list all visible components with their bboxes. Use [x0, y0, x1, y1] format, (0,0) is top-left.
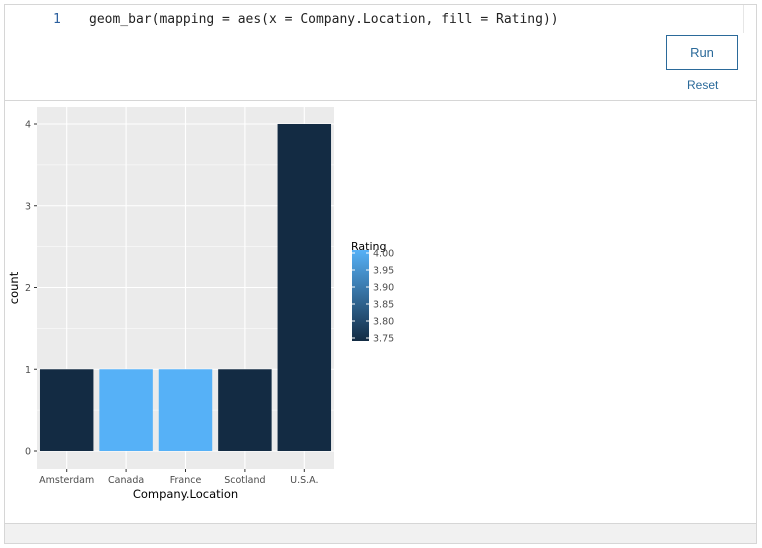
- x-tick-label: Canada: [108, 475, 144, 486]
- plot-output: 0 1 2 3 4 Amsterdam Canada France Scotland U.S.A…: [5, 101, 756, 525]
- code-line[interactable]: 1 geom_bar(mapping = aes(x = Company.Loc…: [5, 9, 745, 31]
- line-number: 1: [53, 12, 61, 27]
- bar-chart: 0 1 2 3 4 Amsterdam Canada France Scotland U.S.A…: [7, 107, 394, 501]
- legend: Rating 4.00 3.95 3.90 3.85 3.80 3.75: [351, 240, 394, 345]
- legend-colorbar: [352, 250, 369, 341]
- x-tick-label: Amsterdam: [39, 475, 94, 486]
- y-axis-label: count: [7, 271, 21, 304]
- x-tick-label: Scotland: [224, 475, 265, 486]
- bar-scotland: [218, 369, 272, 451]
- y-tick-label: 3: [25, 201, 31, 212]
- code-editor[interactable]: 1 geom_bar(mapping = aes(x = Company.Loc…: [5, 5, 756, 101]
- legend-tick-label: 3.75: [373, 334, 394, 345]
- exercise-frame: 1 geom_bar(mapping = aes(x = Company.Loc…: [4, 4, 757, 544]
- legend-tick-label: 3.90: [373, 283, 394, 294]
- legend-tick-label: 3.95: [373, 266, 394, 277]
- reset-link[interactable]: Reset: [687, 78, 719, 92]
- bar-u-s-a-: [277, 124, 332, 451]
- x-tick-label: U.S.A.: [290, 475, 318, 486]
- legend-tick-label: 4.00: [373, 249, 394, 260]
- run-button[interactable]: Run: [666, 35, 738, 70]
- y-tick-label: 0: [25, 447, 31, 458]
- y-tick-label: 2: [25, 283, 31, 294]
- legend-title: Rating: [351, 240, 386, 253]
- x-axis-label: Company.Location: [133, 487, 238, 501]
- legend-tick-label: 3.80: [373, 317, 394, 328]
- y-tick-label: 1: [25, 365, 31, 376]
- footer-bar: [5, 523, 756, 543]
- legend-tick-label: 3.85: [373, 300, 394, 311]
- bar-france: [158, 369, 213, 451]
- legend-ticks: 4.00 3.95 3.90 3.85 3.80 3.75: [352, 249, 394, 345]
- bars: [39, 124, 332, 451]
- code-text[interactable]: geom_bar(mapping = aes(x = Company.Locat…: [89, 12, 559, 27]
- x-axis: Amsterdam Canada France Scotland U.S.A.: [39, 469, 318, 486]
- bar-canada: [99, 369, 153, 451]
- editor-edge: [743, 5, 744, 33]
- x-tick-label: France: [170, 475, 202, 486]
- y-tick-label: 4: [25, 120, 31, 131]
- bar-amsterdam: [39, 369, 94, 451]
- y-axis: 0 1 2 3 4: [25, 120, 37, 458]
